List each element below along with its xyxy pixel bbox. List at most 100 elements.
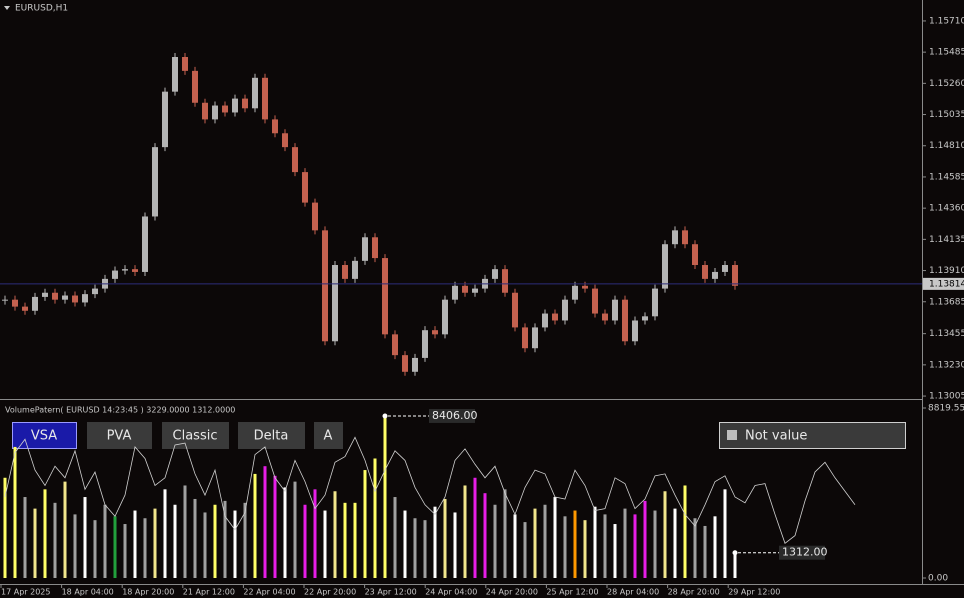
mode-button[interactable] — [162, 422, 229, 449]
volume-bar — [93, 520, 97, 578]
y-tick-label: 8819.55 — [928, 404, 964, 414]
volume-bar — [533, 508, 537, 578]
volume-bar — [403, 510, 407, 578]
symbol-menu-arrow[interactable] — [4, 6, 10, 10]
mode-button-label[interactable]: A — [324, 429, 333, 444]
candle — [622, 299, 628, 342]
mode-button-label[interactable]: VSA — [31, 429, 57, 444]
callout-dot — [732, 550, 738, 556]
candle — [202, 102, 208, 120]
volume-bar — [373, 458, 377, 578]
candle — [402, 355, 408, 372]
y-tick-label: 1.14585 — [929, 172, 964, 182]
candle — [632, 320, 638, 342]
mode-button[interactable] — [314, 422, 343, 449]
volume-bar — [113, 516, 117, 578]
mode-button[interactable] — [87, 422, 152, 449]
candle — [72, 295, 78, 303]
candle — [132, 269, 138, 272]
candle — [32, 296, 38, 311]
volume-bar — [733, 552, 737, 578]
candle — [152, 147, 158, 217]
volume-bar — [213, 504, 217, 578]
mode-button[interactable] — [238, 422, 305, 449]
y-tick-label: 1.15035 — [929, 110, 964, 120]
mode-button-label[interactable]: PVA — [107, 429, 132, 444]
volume-bar — [23, 497, 27, 578]
x-tick-label: 24 Apr 04:00 — [425, 588, 477, 597]
y-tick-label: 1.13455 — [929, 329, 964, 339]
volume-average-line — [4, 436, 856, 544]
candle — [502, 269, 508, 293]
status-box — [719, 422, 906, 449]
y-tick-label: 1.13230 — [929, 360, 964, 370]
y-tick-label: 1.14135 — [929, 235, 964, 245]
x-tick-label: 24 Apr 20:00 — [486, 588, 538, 597]
volume-bar — [583, 520, 587, 578]
callout-label: 8406.00 — [432, 409, 478, 422]
candle — [182, 56, 188, 71]
candle — [322, 230, 328, 342]
candle — [2, 299, 8, 301]
candle — [442, 299, 448, 335]
candle — [172, 56, 178, 92]
volume-bar — [243, 502, 247, 578]
volume-bar — [363, 470, 367, 578]
candle — [412, 357, 418, 372]
mode-button-label[interactable]: Classic — [173, 429, 218, 444]
volume-bar — [483, 493, 487, 578]
volume-bar — [563, 516, 567, 578]
candle — [92, 288, 98, 295]
volume-bar — [233, 510, 237, 578]
candle — [422, 330, 428, 358]
y-tick-label: 1.15710 — [929, 16, 964, 26]
candle — [292, 147, 298, 173]
volume-bar — [193, 498, 197, 578]
volume-bar — [353, 502, 357, 578]
candle — [272, 119, 278, 134]
candle — [542, 313, 548, 328]
candle — [242, 98, 248, 109]
x-tick-label: 22 Apr 04:00 — [243, 588, 295, 597]
mode-button-label[interactable]: Delta — [254, 429, 289, 444]
candle — [452, 285, 458, 300]
volume-bar — [323, 510, 327, 578]
x-tick-label: 23 Apr 12:00 — [365, 588, 417, 597]
current-price-label: 1.13814 — [929, 279, 964, 289]
candle — [262, 77, 268, 120]
mode-button[interactable] — [12, 422, 77, 449]
callout-box — [779, 545, 825, 560]
volume-bar — [523, 522, 527, 578]
status-icon — [727, 430, 737, 440]
volume-bar — [3, 477, 7, 578]
x-tick-label: 18 Apr 04:00 — [62, 588, 114, 597]
volume-bar — [173, 504, 177, 578]
volume-bar — [33, 508, 37, 578]
candle — [692, 244, 698, 266]
volume-bar — [633, 514, 637, 578]
candle — [642, 316, 648, 321]
candle — [652, 288, 658, 317]
volume-bar — [553, 497, 557, 578]
candle — [232, 98, 238, 113]
callout-dot — [382, 413, 388, 419]
candle — [472, 288, 478, 293]
candle — [332, 265, 338, 342]
y-tick-label: 1.15485 — [929, 48, 964, 58]
y-tick-label: 1.13685 — [929, 297, 964, 307]
volume-bar — [613, 524, 617, 578]
volume-bar — [273, 475, 277, 578]
volume-bar — [493, 504, 497, 578]
x-tick-label: 22 Apr 20:00 — [304, 588, 356, 597]
volume-bar — [183, 485, 187, 578]
x-tick-label: 28 Apr 20:00 — [668, 588, 720, 597]
volume-bar — [43, 489, 47, 578]
volume-bar — [383, 415, 387, 578]
x-tick-label: 21 Apr 12:00 — [183, 588, 235, 597]
candle — [302, 172, 308, 203]
candle — [352, 260, 358, 279]
candle — [512, 292, 518, 328]
volume-bar — [143, 518, 147, 578]
